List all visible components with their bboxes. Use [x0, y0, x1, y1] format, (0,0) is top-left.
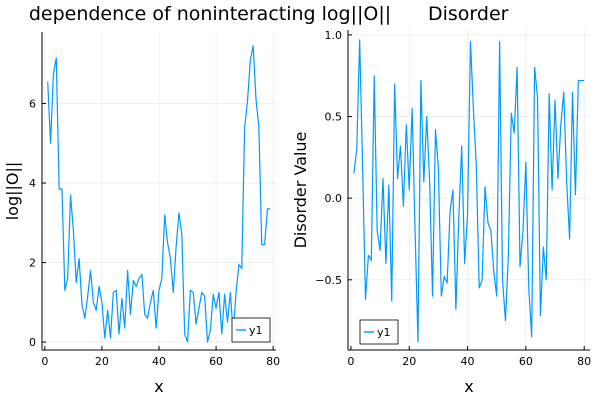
y-tick-label: −0.5 — [315, 274, 342, 287]
x-tick-label: 40 — [152, 355, 166, 368]
legend-label: y1 — [249, 324, 263, 337]
y-tick-label: 4 — [29, 177, 36, 190]
x-tick-label: 80 — [577, 355, 591, 368]
y-tick-label: 1.0 — [325, 29, 343, 42]
y-tick-label: 2 — [29, 257, 36, 270]
chart-title: dependence of noninteracting log||O|| — [29, 3, 391, 25]
disorder-chart: 0 20 40 60 80 −0.5 0.0 0.5 1.0 Disorder x Disorder … — [291, 3, 591, 396]
y-tick-label: 0.0 — [325, 192, 343, 205]
x-tick-label: 80 — [266, 355, 280, 368]
legend: y1 — [359, 319, 399, 345]
x-tick-label: 0 — [347, 355, 354, 368]
y-axis-label: Disorder Value — [291, 132, 310, 249]
x-tick-label: 20 — [95, 355, 109, 368]
x-axis-label: x — [154, 377, 163, 396]
legend: y1 — [231, 317, 271, 343]
y-tick-label: 6 — [29, 98, 36, 111]
y-tick-label: 0 — [29, 336, 36, 349]
x-tick-label: 20 — [402, 355, 416, 368]
x-tick-label: 40 — [461, 355, 475, 368]
y-tick-label: 0.5 — [325, 111, 343, 124]
x-tick-label: 0 — [41, 355, 48, 368]
series-line-y1 — [353, 39, 585, 343]
x-tick-label: 60 — [209, 355, 223, 368]
x-tick-label: 60 — [519, 355, 533, 368]
legend-label: y1 — [377, 326, 391, 339]
log-norm-chart: 0 20 40 60 80 0 2 4 6 dependence of noninteractin… — [3, 3, 391, 396]
chart-title: Disorder — [428, 3, 509, 25]
x-axis-label: x — [464, 377, 473, 396]
y-axis-label: log||O|| — [3, 162, 22, 221]
